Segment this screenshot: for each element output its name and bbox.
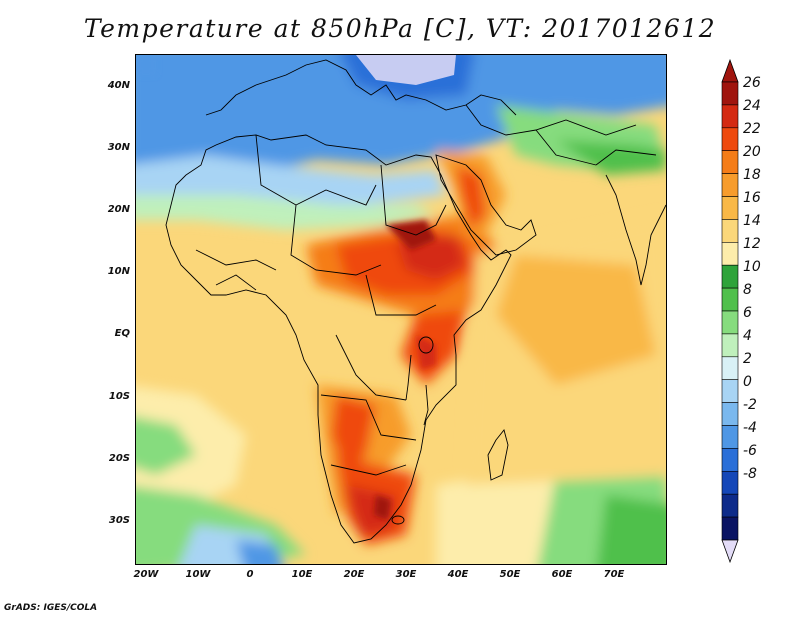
colorbar-label-6: 6: [743, 305, 752, 321]
colorbar-label-4: 4: [743, 328, 752, 344]
grads-credit: GrADS: IGES/COLA: [4, 603, 98, 613]
colorbar-label-10: 10: [743, 259, 761, 275]
lon-label-10w: 10W: [185, 569, 211, 580]
colorbar-label-m4: -4: [743, 420, 757, 436]
lon-label-70e: 70E: [603, 569, 625, 580]
colorbar-label-12: 12: [743, 236, 761, 252]
lon-label-0: 0: [246, 569, 254, 580]
lat-label-20s: 20S: [108, 453, 130, 464]
lon-label-30e: 30E: [395, 569, 417, 580]
coastlines: [165, 59, 666, 544]
colorbar-label-26: 26: [743, 75, 761, 91]
colorbar-label-m8: -8: [743, 466, 757, 482]
lat-label-10n: 10N: [107, 266, 130, 277]
lat-label-30s: 30S: [108, 515, 130, 526]
colorbar-label-2: 2: [743, 351, 752, 367]
colorbar-label-m2: -2: [743, 397, 757, 413]
temperature-map: [135, 54, 667, 565]
lon-label-50e: 50E: [499, 569, 521, 580]
colorbar-swatch: [721, 470, 739, 495]
lon-label-10e: 10E: [291, 569, 313, 580]
colorbar-swatch: [721, 448, 739, 472]
colorbar-label-8: 8: [743, 282, 752, 298]
colorbar-swatch: [721, 287, 739, 312]
lat-label-20n: 20N: [107, 204, 130, 215]
lon-label-40e: 40E: [447, 569, 469, 580]
colorbar: [721, 58, 739, 564]
colorbar-swatch: [721, 310, 739, 335]
colorbar-label-20: 20: [743, 144, 761, 160]
colorbar-swatch: [721, 264, 739, 289]
colorbar-label-14: 14: [743, 213, 761, 229]
colorbar-label-22: 22: [743, 121, 761, 137]
colorbar-swatch: [721, 173, 739, 197]
colorbar-swatch: [721, 379, 739, 403]
colorbar-swatch: [721, 402, 739, 426]
temperature-field: [136, 55, 666, 564]
lon-label-20e: 20E: [343, 569, 365, 580]
colorbar-swatch: [721, 516, 739, 541]
colorbar-swatch: [721, 81, 739, 106]
colorbar-swatch: [721, 104, 739, 129]
colorbar-swatch: [721, 425, 739, 449]
colorbar-label-18: 18: [743, 167, 761, 183]
colorbar-label-0: 0: [743, 374, 752, 390]
colorbar-over-arrow: [721, 58, 739, 83]
lat-label-10s: 10S: [108, 391, 130, 402]
colorbar-swatch: [721, 242, 739, 266]
colorbar-swatch: [721, 356, 739, 380]
lat-label-eq: EQ: [114, 328, 130, 339]
map-title: Temperature at 850hPa [C], VT: 201701261…: [83, 14, 717, 43]
colorbar-under-arrow: [721, 539, 739, 564]
colorbar-label-m6: -6: [743, 443, 757, 459]
lat-label-40n: 40N: [107, 80, 130, 91]
colorbar-swatch: [721, 493, 739, 518]
colorbar-swatch: [721, 219, 739, 243]
colorbar-swatch: [721, 333, 739, 358]
colorbar-label-24: 24: [743, 98, 761, 114]
lat-label-30n: 30N: [107, 142, 130, 153]
lon-label-20w: 20W: [133, 569, 159, 580]
colorbar-swatch: [721, 127, 739, 152]
lon-label-60e: 60E: [551, 569, 573, 580]
colorbar-label-16: 16: [743, 190, 761, 206]
colorbar-swatch: [721, 196, 739, 220]
colorbar-swatch: [721, 150, 739, 174]
